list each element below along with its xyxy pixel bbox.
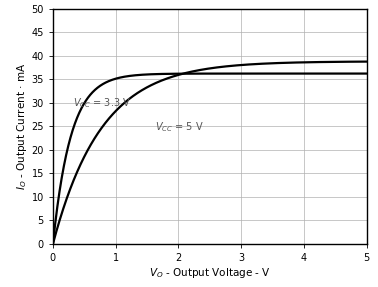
Text: $V_{CC}$ = 3.3 V: $V_{CC}$ = 3.3 V (73, 96, 131, 110)
Y-axis label: $I_O$ - Output Current · mA: $I_O$ - Output Current · mA (15, 63, 29, 190)
X-axis label: $V_O$ - Output Voltage - V: $V_O$ - Output Voltage - V (149, 266, 271, 280)
Text: $V_{CC}$ = 5 V: $V_{CC}$ = 5 V (155, 120, 203, 134)
